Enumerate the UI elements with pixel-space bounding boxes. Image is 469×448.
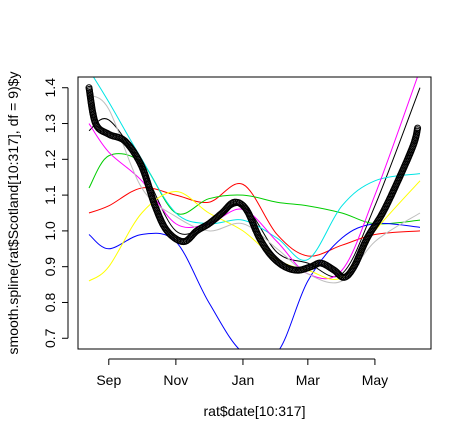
x-axis: Sep Nov Jan Mar May <box>96 358 388 388</box>
series-line-2 <box>88 183 421 257</box>
plot-frame <box>77 76 432 350</box>
x-tick-label-jan: Jan <box>232 372 255 388</box>
x-axis-title: rat$date[10:317] <box>204 403 306 419</box>
series-line-5 <box>92 77 421 261</box>
y-tick-label-7: 1.4 <box>42 78 58 98</box>
y-tick-label-1: 0.8 <box>42 293 58 313</box>
series-line-3 <box>88 153 421 225</box>
y-axis-title: smooth.spline(rat$Scotland[10:317], df =… <box>5 72 21 355</box>
points-layer <box>85 84 422 281</box>
x-tick-label-sep: Sep <box>96 372 121 388</box>
x-tick-label-mar: Mar <box>296 372 320 388</box>
y-tick-label-5: 1.2 <box>42 149 58 169</box>
x-tick-label-nov: Nov <box>163 372 188 388</box>
y-tick-label-6: 1.3 <box>42 114 58 134</box>
x-tick-label-may: May <box>362 372 388 388</box>
y-tick-label-3: 1.0 <box>42 221 58 241</box>
y-axis: 0.7 0.8 0.9 1.0 1.1 1.2 1.3 1.4 <box>42 78 69 348</box>
y-tick-label-2: 0.9 <box>42 257 58 277</box>
y-tick-label-0: 0.7 <box>42 328 58 348</box>
series-line-4 <box>88 222 421 349</box>
y-tick-label-4: 1.1 <box>42 185 58 205</box>
data-point-361 <box>414 124 422 132</box>
